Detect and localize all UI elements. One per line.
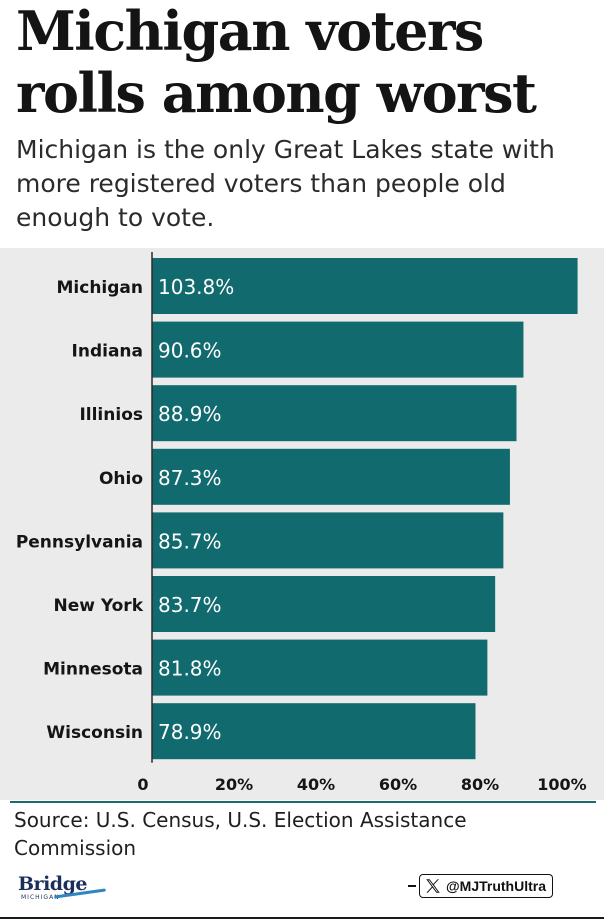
- page-title: Michigan voters rolls among worst: [16, 0, 537, 125]
- category-label: Michigan: [57, 278, 144, 298]
- x-tick-label: 40%: [297, 775, 335, 794]
- category-label: Wisconsin: [46, 723, 143, 743]
- bar-chart: Michigan 103.8% Indiana 90.6% Illinios 88.9% O…: [16, 252, 587, 794]
- bar-value-label: 87.3%: [158, 466, 222, 490]
- bar-new-york: [152, 576, 496, 632]
- bar-michigan: [152, 258, 578, 314]
- page-subtitle: Michigan is the only Great Lakes state w…: [16, 135, 555, 232]
- title-line-1: Michigan voters: [16, 0, 484, 63]
- bars-layer: Michigan 103.8% Indiana 90.6% Illinios 88.9% O…: [16, 258, 578, 760]
- handle-dash: [408, 885, 416, 887]
- bar-illinios: [152, 385, 517, 442]
- bar-value-label: 85.7%: [158, 529, 222, 553]
- category-label: Illinios: [79, 405, 143, 425]
- title-line-2: rolls among worst: [16, 61, 537, 125]
- bar-value-label: 88.9%: [158, 402, 222, 426]
- bar-pennsylvania: [152, 512, 504, 569]
- social-handle-badge: @MJTruthUltra: [408, 871, 553, 901]
- bar-value-label: 83.7%: [158, 593, 222, 617]
- x-tick-label: 100%: [537, 775, 586, 794]
- category-label: Pennsylvania: [16, 532, 143, 552]
- bar-value-label: 78.9%: [158, 720, 222, 744]
- source-note: Source: U.S. Census, U.S. Election Assis…: [14, 808, 467, 860]
- handle-text: @MJTruthUltra: [446, 878, 546, 894]
- x-tick-labels: 0 20% 40% 60% 80% 100%: [137, 775, 586, 794]
- x-tick-label: 60%: [379, 775, 417, 794]
- bar-ohio: [152, 448, 510, 505]
- bar-minnesota: [152, 639, 488, 696]
- x-tick-label: 80%: [461, 775, 499, 794]
- x-logo-icon: [426, 879, 440, 893]
- source-divider: [10, 801, 596, 803]
- category-label: Minnesota: [43, 660, 143, 680]
- bar-value-label: 103.8%: [158, 275, 234, 299]
- bridge-michigan-logo: Bridge MICHIGAN: [18, 874, 108, 908]
- bar-indiana: [152, 321, 524, 378]
- x-tick-label: 0: [137, 775, 148, 794]
- x-tick-label: 20%: [215, 775, 253, 794]
- bottom-border: [0, 917, 604, 919]
- category-label: New York: [54, 596, 144, 616]
- logo-wordmark: Bridge: [18, 873, 87, 895]
- category-label: Indiana: [72, 342, 143, 362]
- category-label: Ohio: [99, 469, 143, 489]
- logo-subtext: MICHIGAN: [21, 894, 60, 901]
- bar-value-label: 81.8%: [158, 657, 222, 681]
- bar-wisconsin: [152, 703, 476, 760]
- bar-value-label: 90.6%: [158, 339, 222, 363]
- handle-box: @MJTruthUltra: [419, 874, 553, 898]
